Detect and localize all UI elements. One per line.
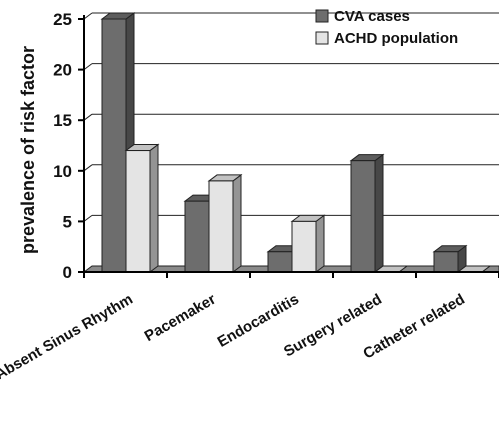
gridlines	[83, 12, 499, 222]
axes	[78, 15, 499, 278]
y-tick-label: 5	[63, 212, 72, 231]
x-tick-labels: Absent Sinus Rhythm PacemakerEndocarditis…	[0, 291, 468, 384]
y-tick-labels: 0 5 10 15 20 25	[53, 10, 72, 282]
bar-front	[291, 220, 317, 273]
bars	[100, 12, 492, 273]
bar	[207, 173, 243, 273]
x-tick-label: Pacemaker	[142, 291, 219, 345]
bar-front	[208, 180, 234, 273]
bar	[349, 153, 385, 273]
legend: CVA cases ACHD population	[315, 8, 458, 47]
legend-item: CVA cases	[315, 8, 410, 25]
gridline	[83, 63, 93, 70]
legend-swatch	[315, 31, 329, 45]
y-axis-label: prevalence of risk factor	[18, 46, 38, 254]
gridline	[83, 12, 93, 20]
y-tick-label: 10	[53, 162, 72, 181]
gridline	[83, 113, 93, 121]
y-tick-label: 20	[53, 61, 72, 80]
bar-front	[125, 150, 151, 273]
gridline	[83, 214, 93, 222]
bar-front	[101, 18, 127, 273]
bar-front	[433, 251, 459, 273]
bar-front	[350, 160, 376, 273]
bar-side	[374, 153, 384, 273]
bar-front	[184, 200, 210, 273]
x-tick-label: Absent Sinus Rhythm	[0, 291, 136, 384]
bar	[124, 143, 160, 273]
bar-front	[267, 251, 293, 273]
legend-label: ACHD population	[334, 30, 458, 47]
legend-swatch	[315, 9, 329, 23]
legend-item: ACHD population	[315, 30, 458, 47]
bar-side	[149, 143, 159, 273]
bar	[432, 244, 468, 273]
bar	[290, 214, 326, 273]
gridline	[83, 164, 93, 172]
y-tick-label: 25	[53, 10, 72, 29]
bar-side	[232, 173, 242, 273]
bar-side	[315, 214, 325, 273]
legend-label: CVA cases	[334, 8, 410, 25]
y-tick-label: 0	[63, 263, 72, 282]
y-tick-label: 15	[53, 111, 72, 130]
